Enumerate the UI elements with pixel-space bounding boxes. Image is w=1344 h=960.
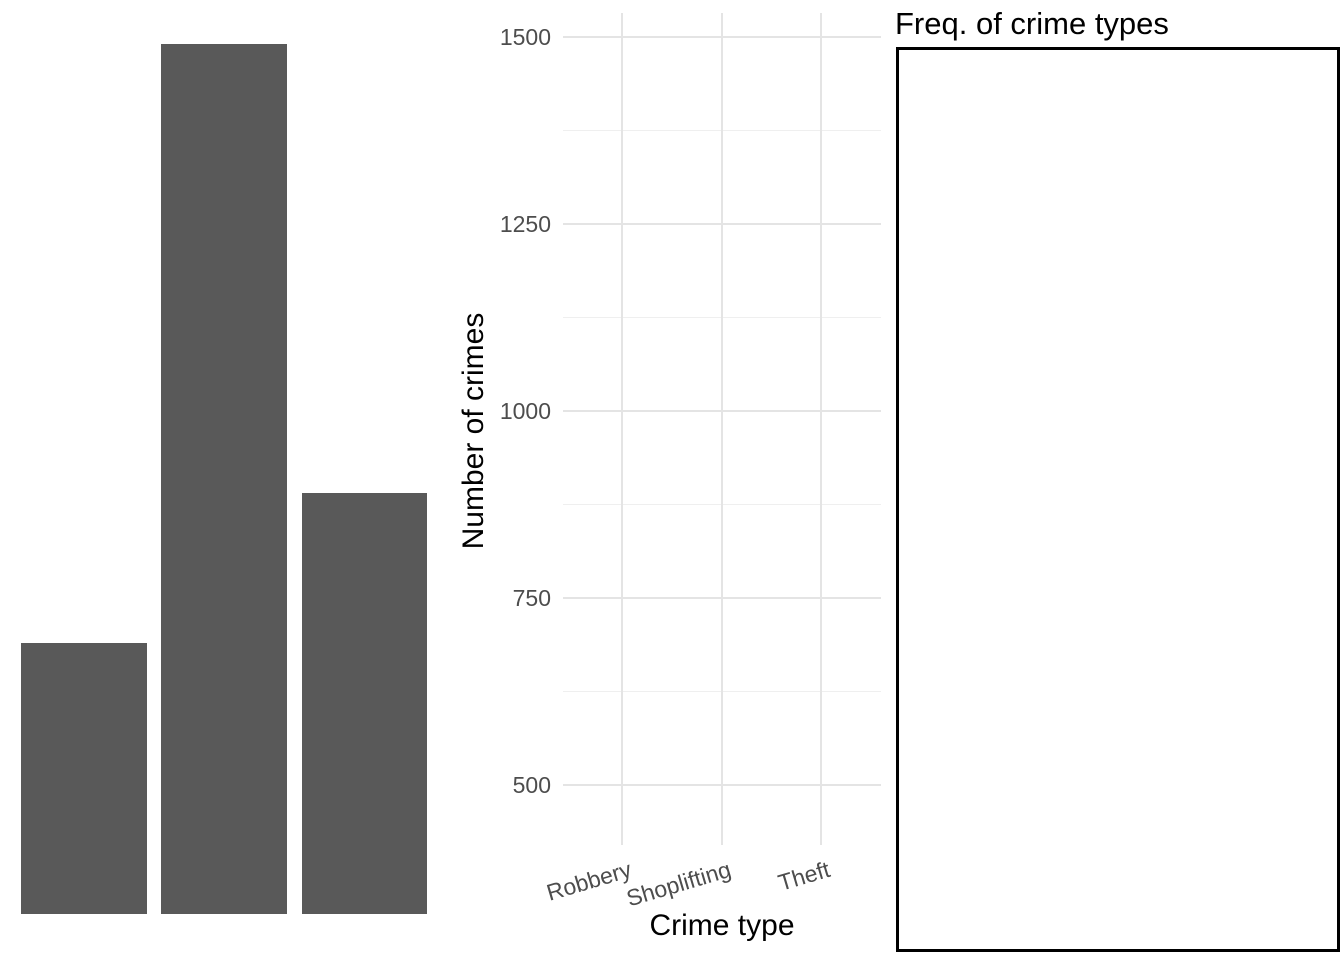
gridline-major-vertical: [720, 13, 723, 845]
x-tick-label: Shoplifting: [623, 856, 734, 912]
gridline-major-vertical: [621, 13, 624, 845]
x-tick-label: Theft: [775, 856, 834, 896]
gridline-major-vertical: [819, 13, 822, 845]
y-tick-label: 1250: [499, 210, 551, 237]
bar-robbery: [21, 642, 147, 914]
y-tick-label: 1000: [499, 397, 551, 424]
bar-shoplifting: [161, 44, 287, 914]
plot-title: Freq. of crime types: [895, 6, 1169, 41]
y-tick-label: 500: [512, 772, 551, 798]
x-tick-label: Robbery: [543, 856, 635, 906]
y-axis-title: Number of crimes: [457, 312, 490, 550]
plot-panel-gridlines: [563, 13, 881, 845]
empty-plot-frame: [896, 47, 1340, 952]
bar-theft: [301, 493, 428, 914]
y-tick-label: 750: [512, 584, 551, 611]
x-axis-title: Crime type: [649, 909, 795, 942]
y-tick-label: 1500: [499, 23, 551, 50]
